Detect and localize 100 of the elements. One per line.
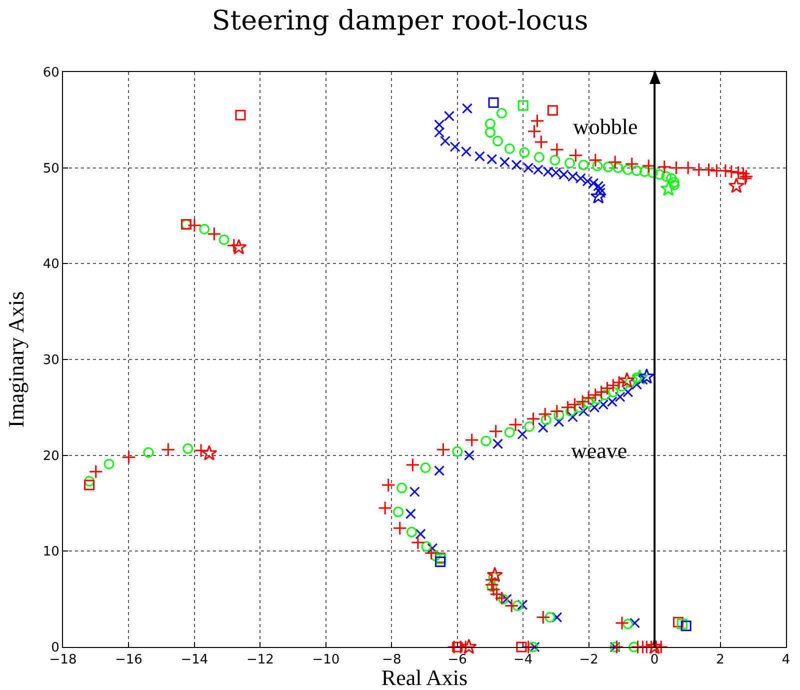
point	[517, 429, 528, 440]
point	[84, 476, 95, 486]
point	[512, 600, 523, 612]
point	[517, 600, 528, 610]
point	[460, 146, 472, 157]
point	[583, 397, 594, 408]
annotation: wobble	[573, 114, 638, 139]
point	[504, 143, 515, 154]
y-tick-label: 10	[42, 544, 60, 560]
x-tick-label: 0	[650, 652, 659, 668]
point	[415, 528, 426, 540]
point	[486, 566, 503, 582]
point	[199, 224, 210, 234]
point	[450, 142, 460, 152]
point	[552, 612, 562, 623]
y-tick-label: 60	[42, 66, 60, 81]
point	[622, 618, 634, 630]
point	[632, 165, 642, 176]
point	[622, 386, 634, 398]
point	[582, 176, 593, 186]
point	[614, 392, 626, 402]
point	[464, 450, 474, 461]
x-tick-label: −2	[579, 652, 598, 668]
x-tick-label: −16	[115, 652, 142, 668]
point	[524, 421, 535, 432]
x-tick-label: 4	[782, 652, 790, 668]
point	[638, 368, 655, 384]
point	[639, 166, 650, 177]
x-tick-label: −10	[312, 652, 340, 668]
point	[540, 414, 552, 426]
point	[498, 594, 509, 604]
annotation: weave	[571, 438, 628, 463]
point	[565, 406, 576, 416]
point	[444, 110, 454, 122]
chart-title: Steering damper root-locus	[212, 5, 588, 36]
point	[622, 164, 634, 175]
point	[602, 162, 614, 172]
point	[654, 169, 665, 180]
point	[496, 108, 507, 118]
point	[672, 616, 684, 628]
point	[406, 526, 417, 538]
y-tick-label: 20	[42, 448, 60, 464]
point	[518, 100, 528, 111]
point	[519, 147, 530, 158]
point	[474, 151, 485, 162]
point	[218, 234, 230, 245]
point	[452, 446, 463, 457]
y-tick-label: 40	[42, 257, 60, 272]
point	[544, 612, 556, 623]
point	[409, 486, 420, 497]
point	[434, 465, 445, 476]
point	[492, 438, 504, 450]
point	[578, 406, 589, 416]
point	[511, 160, 522, 170]
point	[182, 443, 194, 454]
y-tick-label: 30	[42, 353, 60, 368]
point	[434, 127, 445, 138]
y-axis-title: Imaginary Axis	[4, 291, 29, 428]
point	[420, 462, 431, 474]
point	[434, 119, 445, 130]
point	[460, 638, 477, 654]
point	[592, 160, 603, 172]
x-axis-title: Real Axis	[381, 665, 468, 690]
point	[574, 402, 585, 413]
y-tick-label: 50	[42, 161, 60, 176]
point	[547, 105, 558, 116]
point	[488, 97, 499, 108]
point	[534, 152, 544, 163]
point	[630, 618, 640, 628]
x-tick-label: −4	[514, 652, 533, 668]
point	[235, 110, 246, 120]
point	[392, 506, 404, 518]
point	[492, 136, 504, 146]
point	[608, 386, 618, 398]
point	[564, 158, 576, 168]
point	[435, 556, 446, 567]
point	[680, 620, 692, 632]
point	[421, 541, 432, 552]
point	[480, 436, 492, 446]
point	[554, 410, 564, 420]
point	[666, 173, 677, 184]
x-tick-label: −6	[448, 652, 467, 668]
x-tick-label: 2	[716, 652, 724, 668]
point	[578, 160, 589, 170]
point	[728, 178, 744, 194]
point	[590, 188, 606, 204]
point	[201, 444, 218, 460]
point	[405, 508, 416, 520]
point	[661, 171, 672, 182]
point	[567, 412, 578, 422]
point	[452, 642, 463, 652]
point	[440, 136, 450, 146]
point	[538, 422, 548, 433]
point	[484, 118, 496, 129]
point	[646, 638, 663, 654]
point	[588, 178, 599, 188]
point	[550, 154, 560, 166]
x-tick-label: −8	[382, 652, 402, 668]
point	[660, 180, 676, 196]
point	[499, 156, 510, 168]
